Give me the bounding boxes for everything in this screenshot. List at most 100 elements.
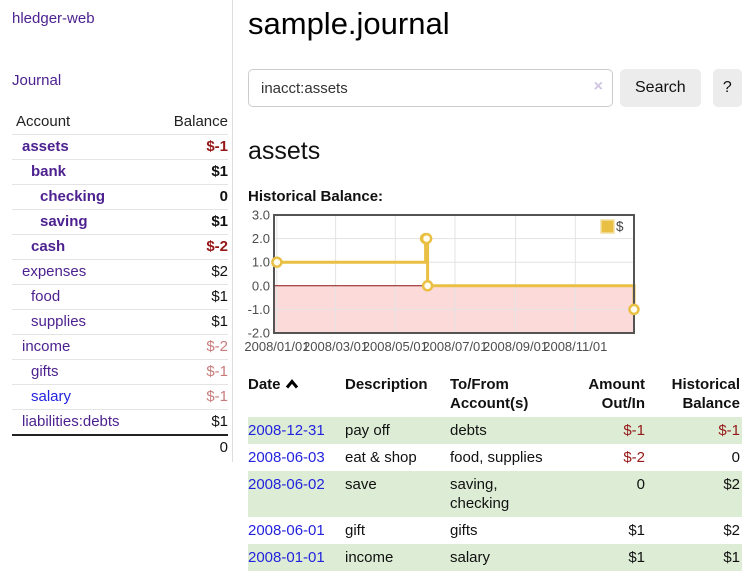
account-row: income $-2 (12, 334, 228, 360)
accounts-total-balance: 0 (155, 434, 228, 460)
sort-caret-up-icon (285, 375, 299, 394)
account-link-income[interactable]: income (22, 338, 71, 355)
register-header-accounts: To/From Account(s) (450, 376, 529, 412)
svg-text:1.0: 1.0 (252, 255, 270, 270)
transaction-row: 2008-06-03 eat & shop food, supplies $-2 0 (248, 444, 742, 471)
account-balance: $-2 (155, 334, 228, 360)
accounts-table-body: assets $-1 bank $1 checking 0 saving $1 cash $-2 e… (12, 134, 228, 435)
svg-text:2008/11/01: 2008/11/01 (543, 339, 607, 354)
historical-balance-chart: $3.0 2.0 1.0 0.0 -1.0 -2.0 2008/01/01 2008/03/0… (244, 208, 742, 359)
register-header-date[interactable]: Date (248, 373, 345, 417)
svg-text:3.0: 3.0 (252, 208, 270, 223)
transaction-row: 2008-12-31 pay off debts $-1 $-1 (248, 417, 742, 444)
account-link-liabilities-debts[interactable]: liabilities:debts (22, 413, 120, 430)
accounts-header-account: Account (16, 113, 71, 130)
register-table-body: 2008-12-31 pay off debts $-1 $-1 2008-06-03 ea… (248, 417, 742, 571)
account-balance: $1 (155, 309, 228, 335)
account-link-salary[interactable]: salary (31, 388, 72, 405)
transaction-date-link[interactable]: 2008-01-01 (248, 549, 325, 566)
account-row: salary $-1 (12, 384, 228, 410)
account-row: food $1 (12, 284, 228, 310)
account-balance: $1 (155, 284, 228, 310)
svg-text:2008/05/01: 2008/05/01 (363, 339, 428, 354)
register-table: Date Description To/From Account(s) Amou… (248, 373, 742, 571)
transaction-amount: $-1 (623, 422, 645, 439)
transaction-description: pay off (345, 422, 390, 439)
account-balance: $-1 (155, 134, 228, 160)
transaction-amount: $1 (628, 549, 645, 566)
transaction-accounts: salary (450, 549, 491, 566)
account-row: bank $1 (12, 159, 228, 185)
accounts-total-row: 0 (12, 434, 228, 460)
register-header-description: Description (345, 376, 428, 393)
transaction-description: eat & shop (345, 449, 417, 466)
account-balance: $1 (155, 409, 228, 435)
app-title-link[interactable]: hledger-web (12, 10, 95, 27)
search-box: × (248, 69, 613, 107)
chart-svg: $3.0 2.0 1.0 0.0 -1.0 -2.02008/01/012008/03/0… (244, 208, 640, 354)
transaction-amount: $-2 (623, 449, 645, 466)
account-row: supplies $1 (12, 309, 228, 335)
transaction-description: save (345, 476, 377, 493)
register-header-amount: Amount Out/In (588, 376, 645, 412)
account-balance: 0 (155, 184, 228, 210)
svg-text:2008/07/01: 2008/07/01 (422, 339, 487, 354)
register-header-balance: Historical Balance (671, 376, 740, 412)
transaction-accounts: debts (450, 422, 487, 439)
accounts-table: Account Balance assets $-1 bank $1 checking 0… (12, 110, 228, 460)
help-button[interactable]: ? (712, 69, 742, 107)
clear-search-icon[interactable]: × (593, 78, 603, 95)
account-row: saving $1 (12, 209, 228, 235)
transaction-amount: 0 (636, 476, 645, 493)
account-link-expenses[interactable]: expenses (22, 263, 87, 280)
svg-text:2008/01/01: 2008/01/01 (244, 339, 309, 354)
search-form: × Search ? (248, 69, 742, 107)
transaction-amount: $1 (628, 522, 645, 539)
account-link-food[interactable]: food (31, 288, 61, 305)
account-link-cash[interactable]: cash (31, 238, 66, 255)
account-link-assets[interactable]: assets (22, 138, 69, 155)
account-page-title: assets (248, 137, 321, 165)
account-link-bank[interactable]: bank (31, 163, 67, 180)
transaction-row: 2008-01-01 income salary $1 $1 (248, 544, 742, 571)
transaction-description: gift (345, 522, 366, 539)
svg-text:0.0: 0.0 (252, 278, 270, 293)
svg-text:-1.0: -1.0 (248, 302, 270, 317)
account-row: gifts $-1 (12, 359, 228, 385)
account-balance: $-1 (155, 359, 228, 385)
account-balance: $-1 (155, 384, 228, 410)
transaction-balance: 0 (731, 449, 740, 466)
transaction-date-link[interactable]: 2008-12-31 (248, 422, 325, 439)
chart-section-label: Historical Balance: (248, 188, 384, 205)
transaction-date-link[interactable]: 2008-06-01 (248, 522, 325, 539)
transaction-balance: $-1 (718, 422, 740, 439)
search-input[interactable] (248, 69, 613, 107)
transaction-balance: $2 (723, 522, 740, 539)
account-link-checking[interactable]: checking (40, 188, 106, 205)
account-row: liabilities:debts $1 (12, 409, 228, 435)
account-row: cash $-2 (12, 234, 228, 260)
sidebar: hledger-web Journal Account Balance asse… (0, 0, 233, 462)
account-row: expenses $2 (12, 259, 228, 285)
transaction-balance: $1 (723, 549, 740, 566)
accounts-header-balance: Balance (173, 113, 228, 130)
account-balance: $1 (155, 209, 228, 235)
account-balance: $2 (155, 259, 228, 285)
transaction-balance: $2 (723, 476, 740, 493)
account-link-gifts[interactable]: gifts (31, 363, 59, 380)
account-row: assets $-1 (12, 134, 228, 160)
svg-text:2008/09/01: 2008/09/01 (483, 339, 548, 354)
transaction-date-link[interactable]: 2008-06-03 (248, 449, 325, 466)
account-row: checking 0 (12, 184, 228, 210)
account-link-supplies[interactable]: supplies (31, 313, 87, 330)
journal-link[interactable]: Journal (12, 72, 62, 89)
account-link-saving[interactable]: saving (40, 213, 88, 230)
svg-text:2.0: 2.0 (252, 231, 270, 246)
svg-text:2008/03/01: 2008/03/01 (303, 339, 368, 354)
svg-text:-2.0: -2.0 (248, 326, 270, 341)
search-button[interactable]: Search (620, 69, 701, 107)
transaction-date-link[interactable]: 2008-06-02 (248, 476, 325, 493)
main-content: sample.journal × Search ? assets Histori… (244, 0, 742, 571)
account-balance: $-2 (155, 234, 228, 260)
transaction-accounts: saving, checking (450, 476, 510, 512)
